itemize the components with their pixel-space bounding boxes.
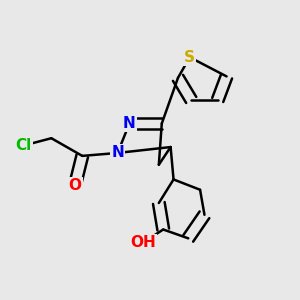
Text: O: O <box>68 178 81 193</box>
Text: S: S <box>184 50 195 65</box>
Text: OH: OH <box>130 235 155 250</box>
Text: N: N <box>123 116 136 131</box>
Text: N: N <box>111 146 124 160</box>
Text: Cl: Cl <box>15 138 32 153</box>
